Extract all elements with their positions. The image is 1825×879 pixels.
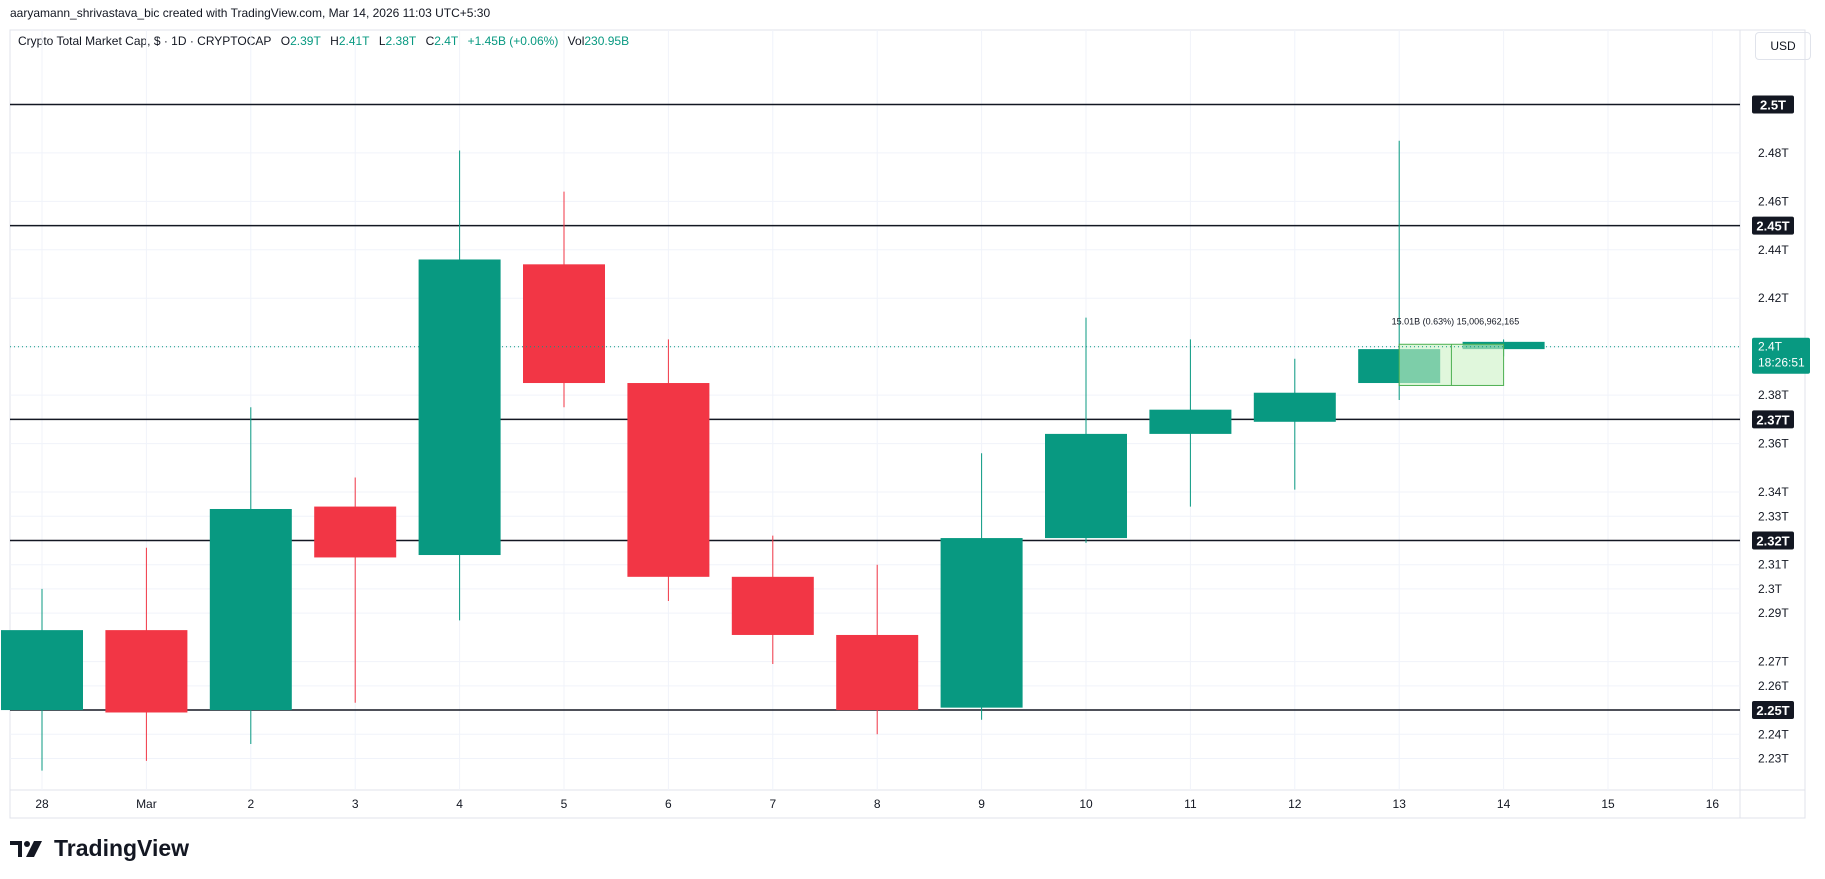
candle-body	[523, 264, 605, 384]
level-price-label: 2.5T	[1760, 97, 1786, 112]
symbol-legend: Crypto Total Market Cap, $ · 1D · CRYPTO…	[18, 34, 635, 48]
chart-frame	[9, 29, 1806, 819]
y-tick-label: 2.46T	[1758, 194, 1789, 208]
y-tick-label: 2.29T	[1758, 606, 1789, 620]
y-tick-label: 2.24T	[1758, 727, 1789, 741]
y-tick-label: 2.44T	[1758, 243, 1789, 257]
candle-body	[314, 506, 397, 558]
candle-body	[836, 634, 919, 711]
x-tick-label: 11	[1184, 797, 1197, 811]
level-price-label: 2.37T	[1756, 412, 1789, 427]
x-tick-label: 7	[769, 797, 776, 811]
x-tick-label: 6	[665, 797, 672, 811]
y-tick-label: 2.23T	[1758, 752, 1789, 766]
open-value: 2.39T	[290, 34, 321, 48]
x-tick-label: 2	[247, 797, 254, 811]
level-price-label: 2.32T	[1756, 533, 1789, 548]
x-tick-label: 3	[352, 797, 359, 811]
y-tick-label: 2.31T	[1758, 558, 1789, 572]
candle-body	[1253, 392, 1336, 422]
x-tick-label: 4	[456, 797, 463, 811]
volume-label: Vol	[567, 34, 585, 48]
x-tick-label: 13	[1393, 797, 1407, 811]
currency-button[interactable]: USD	[1755, 32, 1811, 60]
tradingview-logo-icon	[10, 840, 42, 857]
y-tick-label: 2.3T	[1758, 582, 1783, 596]
close-label: C	[425, 34, 435, 48]
candle-body	[209, 508, 292, 711]
y-tick-label: 2.33T	[1758, 509, 1789, 523]
level-price-label: 2.45T	[1756, 219, 1789, 234]
high-value: 2.41T	[338, 34, 370, 48]
candle-body	[1149, 409, 1232, 434]
y-tick-label: 2.38T	[1758, 388, 1789, 402]
open-label: O	[280, 34, 291, 48]
last-price-tag	[1752, 337, 1810, 374]
candle-body	[1, 630, 83, 711]
volume-value: 230.95B	[584, 34, 630, 48]
level-price-label: 2.25T	[1756, 703, 1789, 718]
x-tick-label: 8	[874, 797, 881, 811]
symbol-title: Crypto Total Market Cap, $ · 1D · CRYPTO…	[18, 34, 272, 48]
x-tick-label: 28	[35, 797, 49, 811]
high-label: H	[330, 34, 339, 48]
brand-name: TradingView	[54, 835, 190, 861]
candle-body	[940, 538, 1023, 708]
x-tick-label: 10	[1079, 797, 1093, 811]
y-tick-label: 2.27T	[1758, 655, 1789, 669]
candle-body	[731, 576, 814, 635]
level-price-tag	[1752, 531, 1794, 550]
level-price-tag	[1752, 216, 1794, 235]
x-tick-label: 14	[1497, 797, 1511, 811]
x-tick-label: 5	[561, 797, 568, 811]
x-tick-label: 15	[1601, 797, 1615, 811]
y-tick-label: 2.42T	[1758, 291, 1789, 305]
level-price-tag	[1752, 95, 1794, 114]
tradingview-logo[interactable]: TradingView	[10, 835, 189, 862]
change-value: +1.45B (+0.06%)	[467, 34, 559, 48]
candle-body	[627, 383, 710, 577]
y-tick-label: 2.26T	[1758, 679, 1789, 693]
chart-attribution: aaryamann_shrivastava_bic created with T…	[10, 6, 491, 20]
y-tick-label: 2.36T	[1758, 437, 1789, 451]
x-tick-label: 12	[1288, 797, 1302, 811]
close-value: 2.4T	[434, 34, 459, 48]
candle-body	[1045, 433, 1127, 539]
x-tick-label: 16	[1706, 797, 1720, 811]
level-price-tag	[1752, 701, 1794, 720]
bar-countdown: 18:26:51	[1758, 356, 1805, 370]
y-tick-label: 2.48T	[1758, 146, 1789, 160]
candle-body	[105, 630, 188, 713]
x-tick-label: 9	[978, 797, 985, 811]
y-tick-label: 2.34T	[1758, 485, 1789, 499]
measure-tool-label: 15.01B (0.63%) 15,006,962,165	[1392, 316, 1520, 326]
low-value: 2.38T	[385, 34, 417, 48]
last-price-label: 2.4T	[1758, 340, 1783, 354]
level-price-tag	[1752, 410, 1794, 429]
candle-body	[418, 259, 501, 556]
x-tick-label: Mar	[136, 797, 157, 811]
low-label: L	[378, 34, 386, 48]
